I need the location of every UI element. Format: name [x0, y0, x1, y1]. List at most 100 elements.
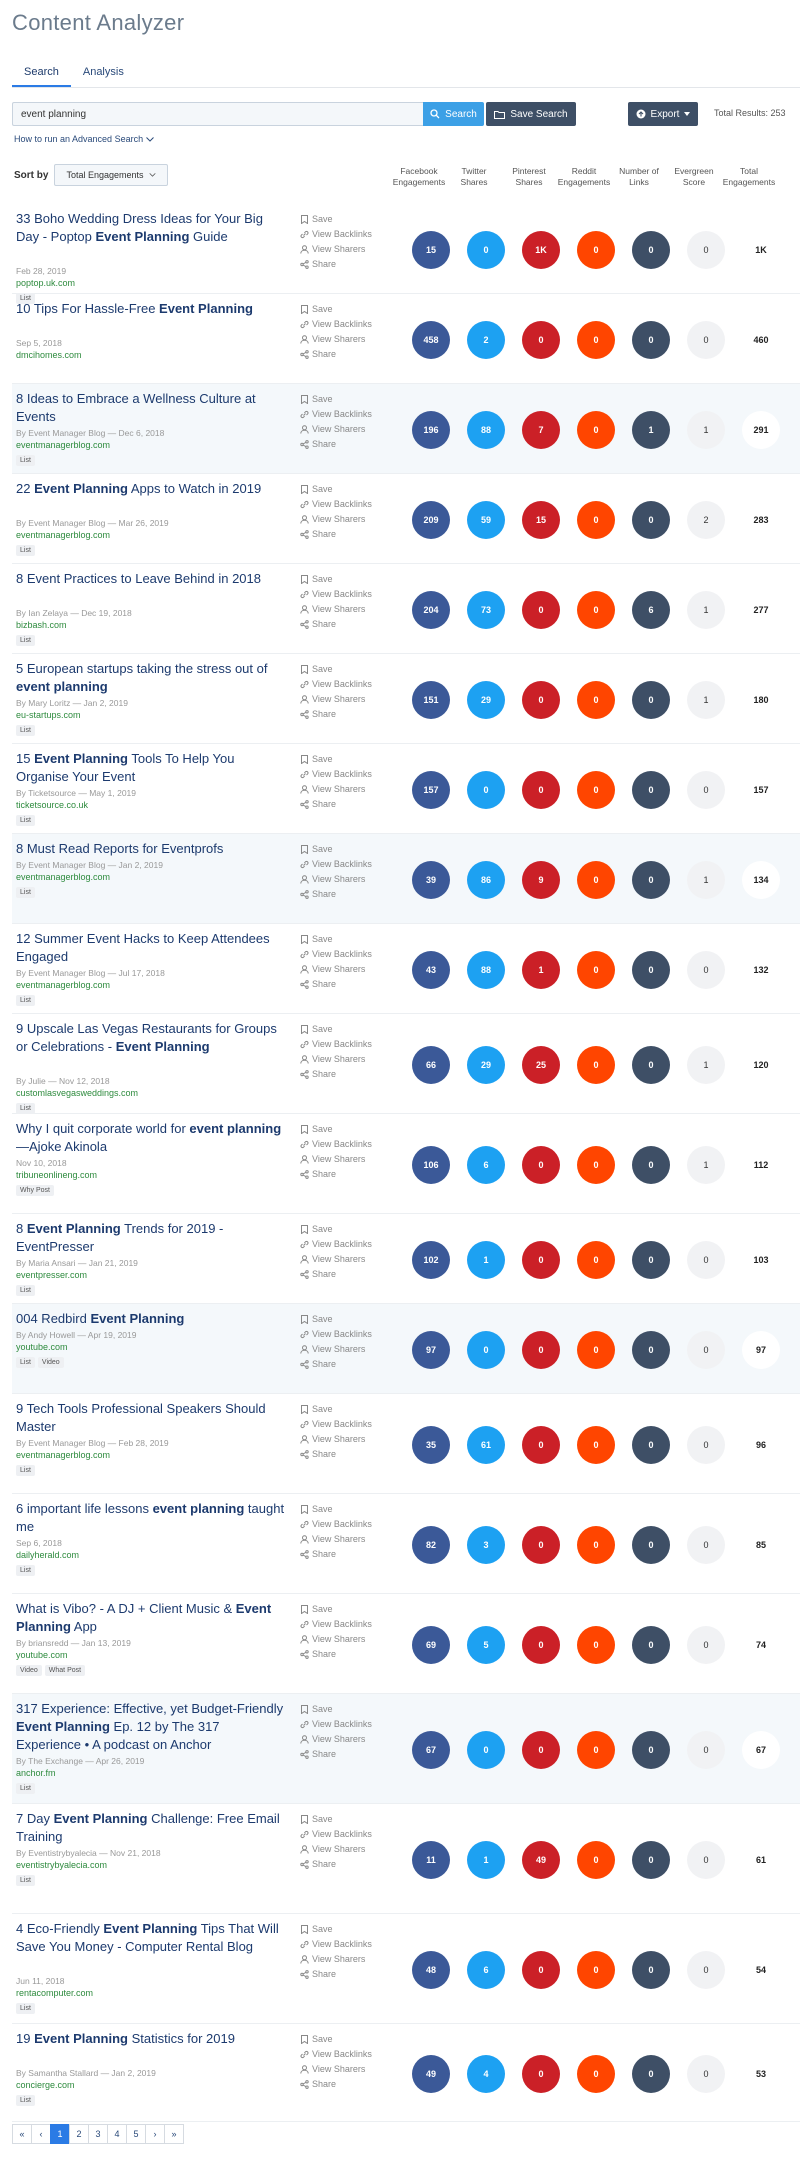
result-domain-link[interactable]: eventmanagerblog.com: [16, 980, 111, 990]
backlinks-action[interactable]: View Backlinks: [300, 497, 372, 512]
result-title-link[interactable]: 19 Event Planning Statistics for 2019: [16, 2031, 235, 2046]
links-count[interactable]: 0: [632, 1951, 670, 1989]
share-action[interactable]: Share: [300, 1547, 372, 1562]
share-action[interactable]: Share: [300, 797, 372, 812]
sharers-action[interactable]: View Sharers: [300, 1152, 372, 1167]
twitter-count[interactable]: 1: [467, 1841, 505, 1879]
share-action[interactable]: Share: [300, 977, 372, 992]
result-domain-link[interactable]: dmcihomes.com: [16, 350, 82, 360]
result-title-link[interactable]: 8 Must Read Reports for Eventprofs: [16, 841, 224, 856]
search-button[interactable]: Search: [423, 102, 484, 126]
backlinks-action[interactable]: View Backlinks: [300, 1137, 372, 1152]
result-domain-link[interactable]: eventmanagerblog.com: [16, 530, 111, 540]
save-action[interactable]: Save: [300, 752, 372, 767]
sharers-action[interactable]: View Sharers: [300, 422, 372, 437]
result-title-link[interactable]: 004 Redbird Event Planning: [16, 1311, 185, 1326]
backlinks-action[interactable]: View Backlinks: [300, 407, 372, 422]
links-count[interactable]: 0: [632, 861, 670, 899]
result-title-link[interactable]: 12 Summer Event Hacks to Keep Attendees …: [16, 931, 270, 964]
share-action[interactable]: Share: [300, 1857, 372, 1872]
result-domain-link[interactable]: eventmanagerblog.com: [16, 872, 111, 882]
twitter-count[interactable]: 0: [467, 1731, 505, 1769]
facebook-count[interactable]: 102: [412, 1241, 450, 1279]
twitter-count[interactable]: 6: [467, 1951, 505, 1989]
result-domain-link[interactable]: youtube.com: [16, 1342, 68, 1352]
twitter-count[interactable]: 2: [467, 321, 505, 359]
twitter-count[interactable]: 5: [467, 1626, 505, 1664]
share-action[interactable]: Share: [300, 1747, 372, 1762]
twitter-count[interactable]: 61: [467, 1426, 505, 1464]
result-domain-link[interactable]: rentacomputer.com: [16, 1988, 94, 1998]
share-action[interactable]: Share: [300, 257, 372, 272]
links-count[interactable]: 0: [632, 321, 670, 359]
facebook-count[interactable]: 106: [412, 1146, 450, 1184]
backlinks-action[interactable]: View Backlinks: [300, 1617, 372, 1632]
result-title-link[interactable]: 7 Day Event Planning Challenge: Free Ema…: [16, 1811, 280, 1844]
facebook-count[interactable]: 458: [412, 321, 450, 359]
search-input[interactable]: [12, 102, 423, 126]
save-action[interactable]: Save: [300, 482, 372, 497]
share-action[interactable]: Share: [300, 1357, 372, 1372]
facebook-count[interactable]: 43: [412, 951, 450, 989]
sharers-action[interactable]: View Sharers: [300, 962, 372, 977]
facebook-count[interactable]: 97: [412, 1331, 450, 1369]
links-count[interactable]: 0: [632, 951, 670, 989]
backlinks-action[interactable]: View Backlinks: [300, 767, 372, 782]
result-title-link[interactable]: 33 Boho Wedding Dress Ideas for Your Big…: [16, 211, 263, 244]
share-action[interactable]: Share: [300, 1447, 372, 1462]
result-domain-link[interactable]: customlasvegasweddings.com: [16, 1088, 139, 1098]
sharers-action[interactable]: View Sharers: [300, 332, 372, 347]
links-count[interactable]: 0: [632, 681, 670, 719]
sort-select[interactable]: Total Engagements: [54, 164, 168, 186]
save-action[interactable]: Save: [300, 932, 372, 947]
twitter-count[interactable]: 6: [467, 1146, 505, 1184]
facebook-count[interactable]: 11: [412, 1841, 450, 1879]
sharers-action[interactable]: View Sharers: [300, 1842, 372, 1857]
save-action[interactable]: Save: [300, 1602, 372, 1617]
save-action[interactable]: Save: [300, 572, 372, 587]
page-button[interactable]: »: [164, 2124, 184, 2144]
sharers-action[interactable]: View Sharers: [300, 602, 372, 617]
links-count[interactable]: 6: [632, 591, 670, 629]
page-button[interactable]: 3: [88, 2124, 108, 2144]
share-action[interactable]: Share: [300, 1647, 372, 1662]
sharers-action[interactable]: View Sharers: [300, 2062, 372, 2077]
save-action[interactable]: Save: [300, 1312, 372, 1327]
backlinks-action[interactable]: View Backlinks: [300, 857, 372, 872]
sharers-action[interactable]: View Sharers: [300, 1252, 372, 1267]
links-count[interactable]: 0: [632, 1841, 670, 1879]
save-action[interactable]: Save: [300, 1122, 372, 1137]
facebook-count[interactable]: 209: [412, 501, 450, 539]
result-title-link[interactable]: 6 important life lessons event planning …: [16, 1501, 285, 1534]
backlinks-action[interactable]: View Backlinks: [300, 677, 372, 692]
facebook-count[interactable]: 204: [412, 591, 450, 629]
backlinks-action[interactable]: View Backlinks: [300, 1037, 372, 1052]
result-domain-link[interactable]: eventistrybyalecia.com: [16, 1860, 108, 1870]
page-button[interactable]: 2: [69, 2124, 89, 2144]
col-twitter[interactable]: Twitter Shares: [460, 166, 488, 187]
backlinks-action[interactable]: View Backlinks: [300, 227, 372, 242]
result-title-link[interactable]: 9 Tech Tools Professional Speakers Shoul…: [16, 1401, 266, 1434]
sharers-action[interactable]: View Sharers: [300, 1732, 372, 1747]
twitter-count[interactable]: 0: [467, 771, 505, 809]
share-action[interactable]: Share: [300, 527, 372, 542]
save-action[interactable]: Save: [300, 1222, 372, 1237]
facebook-count[interactable]: 151: [412, 681, 450, 719]
links-count[interactable]: 0: [632, 501, 670, 539]
page-button[interactable]: 1: [50, 2124, 70, 2144]
save-action[interactable]: Save: [300, 842, 372, 857]
page-button[interactable]: «: [12, 2124, 32, 2144]
share-action[interactable]: Share: [300, 1267, 372, 1282]
export-button[interactable]: Export: [628, 102, 698, 126]
links-count[interactable]: 0: [632, 1146, 670, 1184]
save-action[interactable]: Save: [300, 662, 372, 677]
links-count[interactable]: 1: [632, 411, 670, 449]
sharers-action[interactable]: View Sharers: [300, 512, 372, 527]
links-count[interactable]: 0: [632, 1331, 670, 1369]
twitter-count[interactable]: 86: [467, 861, 505, 899]
facebook-count[interactable]: 196: [412, 411, 450, 449]
result-domain-link[interactable]: tribuneonlineng.com: [16, 1170, 98, 1180]
col-evergreen[interactable]: Evergreen Score: [674, 166, 714, 187]
twitter-count[interactable]: 29: [467, 681, 505, 719]
save-search-button[interactable]: Save Search: [486, 102, 576, 126]
